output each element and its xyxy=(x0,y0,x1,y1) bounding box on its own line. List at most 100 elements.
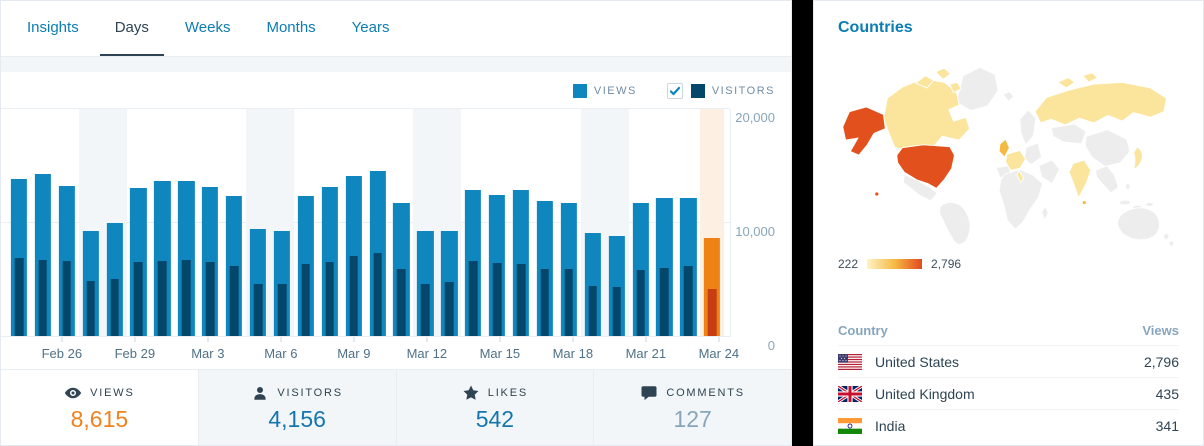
bar-mar-22[interactable] xyxy=(652,109,676,336)
visitors-bar xyxy=(564,269,574,336)
tab-years[interactable]: Years xyxy=(351,19,390,36)
summary-row: VIEWS 8,615 VISITORS 4,156 LIKES xyxy=(1,369,791,445)
y-tick-label: 10,000 xyxy=(735,224,775,239)
y-tick-label: 0 xyxy=(767,338,775,353)
bar-feb-24[interactable] xyxy=(7,109,31,336)
bar-mar-7[interactable] xyxy=(294,109,318,336)
visitors-bar xyxy=(684,266,693,336)
tab-months[interactable]: Months xyxy=(266,19,316,36)
uk-flag-icon xyxy=(838,385,862,402)
visitors-bar xyxy=(468,261,478,336)
country-name: United States xyxy=(875,353,960,370)
visitors-bar xyxy=(14,258,24,336)
tab-insights[interactable]: Insights xyxy=(27,19,79,36)
panel-divider xyxy=(792,0,813,446)
period-tabbar: Insights Days Weeks Months Years xyxy=(1,1,791,57)
bar-mar-5[interactable] xyxy=(246,109,270,336)
bar-mar-4[interactable] xyxy=(222,109,246,336)
bar-mar-19[interactable] xyxy=(580,109,605,336)
india-flag-icon xyxy=(838,417,862,434)
bar-mar-14[interactable] xyxy=(461,109,485,336)
tab-weeks[interactable]: Weeks xyxy=(184,19,231,36)
visitors-bar xyxy=(444,282,454,336)
bar-mar-6[interactable] xyxy=(269,109,294,336)
visitors-bar xyxy=(397,269,406,336)
chart-module: VIEWS VISITORS Feb 26 Feb 29 Mar 3 Mar 6 Mar… xyxy=(1,72,791,445)
bar-mar-10[interactable] xyxy=(366,109,390,336)
country-name: United Kingdom xyxy=(875,385,975,402)
bar-mar-17[interactable] xyxy=(533,109,557,336)
summary-visitors-label: VISITORS xyxy=(277,387,343,399)
views-swatch-icon xyxy=(572,83,587,98)
country-row-india[interactable]: India 341 xyxy=(838,409,1179,441)
country-table-header: Country Views xyxy=(838,315,1179,345)
bar-mar-16[interactable] xyxy=(509,109,533,336)
chart-plot xyxy=(1,108,731,337)
column-country: Country xyxy=(838,323,888,338)
bar-feb-27[interactable] xyxy=(78,109,103,336)
visitors-checkbox[interactable] xyxy=(666,82,683,99)
bar-mar-15[interactable] xyxy=(485,109,509,336)
visitors-bar xyxy=(229,266,239,336)
bar-mar-11[interactable] xyxy=(390,109,414,336)
bar-mar-18[interactable] xyxy=(557,109,581,336)
visitors-bar xyxy=(253,284,263,336)
x-tick xyxy=(207,337,209,342)
tab-days[interactable]: Days xyxy=(99,1,164,56)
summary-likes-label: LIKES xyxy=(487,387,528,399)
bar-feb-26[interactable] xyxy=(55,109,79,336)
chart-legend: VIEWS VISITORS xyxy=(1,72,791,109)
legend-visitors: VISITORS xyxy=(666,82,775,99)
bar-mar-13[interactable] xyxy=(437,109,462,336)
map-legend-max: 2,796 xyxy=(931,257,962,271)
summary-tile-views[interactable]: VIEWS 8,615 xyxy=(1,370,198,445)
visitors-bar xyxy=(636,270,645,336)
visitors-bar xyxy=(325,262,335,336)
column-views: Views xyxy=(1142,323,1179,338)
y-tick-label: 20,000 xyxy=(735,110,775,125)
visitors-bar xyxy=(277,284,287,336)
visitors-swatch-icon xyxy=(690,83,705,98)
country-row-united-states[interactable]: United States 2,796 xyxy=(838,345,1179,377)
bar-mar-9[interactable] xyxy=(342,109,366,336)
summary-tile-comments[interactable]: COMMENTS 127 xyxy=(593,370,791,445)
x-tick-label: Mar 9 xyxy=(337,346,371,361)
countries-title: Countries xyxy=(838,19,913,36)
checkmark-icon xyxy=(669,86,680,95)
bar-feb-25[interactable] xyxy=(31,109,55,336)
visitors-bar xyxy=(707,289,717,336)
visitors-bar xyxy=(660,268,669,336)
legend-views: VIEWS xyxy=(572,83,637,98)
bar-feb-28[interactable] xyxy=(102,109,127,336)
country-row-united-kingdom[interactable]: United Kingdom 435 xyxy=(838,377,1179,409)
bar-mar-12[interactable] xyxy=(413,109,438,336)
summary-tile-visitors[interactable]: VISITORS 4,156 xyxy=(197,370,396,445)
star-icon xyxy=(463,385,479,400)
x-tick xyxy=(353,337,355,342)
bar-mar-24[interactable] xyxy=(700,109,725,336)
visitors-bar xyxy=(134,262,143,336)
bar-feb-29[interactable] xyxy=(127,109,151,336)
bar-mar-1[interactable] xyxy=(150,109,174,336)
x-tick xyxy=(280,337,282,342)
bar-mar-2[interactable] xyxy=(174,109,198,336)
summary-tile-likes[interactable]: LIKES 542 xyxy=(395,370,594,445)
bar-mar-23[interactable] xyxy=(676,109,700,336)
person-icon xyxy=(254,387,266,400)
world-map xyxy=(842,66,1175,248)
summary-comments-value: 127 xyxy=(673,406,712,432)
bar-mar-21[interactable] xyxy=(629,109,653,336)
x-tick xyxy=(645,337,647,342)
bar-mar-20[interactable] xyxy=(604,109,629,336)
x-tick xyxy=(572,337,574,342)
summary-likes-value: 542 xyxy=(475,406,515,432)
visitors-bar xyxy=(86,281,95,336)
visitors-bar xyxy=(588,286,597,336)
bar-mar-3[interactable] xyxy=(198,109,222,336)
summary-views-value: 8,615 xyxy=(70,406,129,432)
x-tick-label: Feb 29 xyxy=(114,346,156,361)
bar-mar-8[interactable] xyxy=(318,109,342,336)
heat-gradient-icon xyxy=(867,259,923,269)
eye-icon xyxy=(65,387,82,399)
summary-comments-label: COMMENTS xyxy=(666,387,745,399)
